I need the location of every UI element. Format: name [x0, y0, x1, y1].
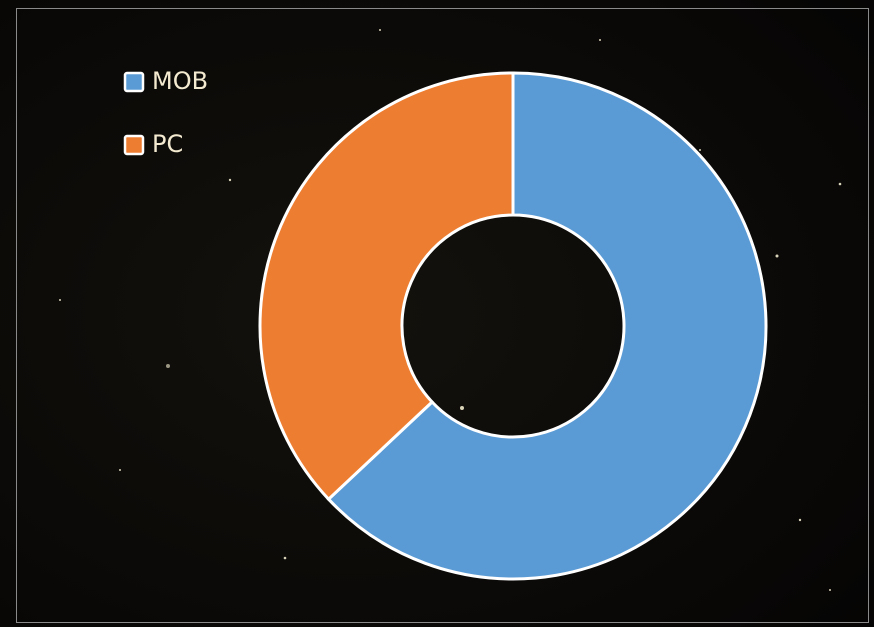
donut-segment	[258, 71, 515, 502]
stars	[59, 29, 842, 591]
chart-border	[16, 8, 869, 623]
donut-segment	[326, 71, 768, 581]
legend-label: PC	[152, 130, 183, 158]
legend-swatch	[123, 71, 145, 93]
legend-swatch	[123, 134, 145, 156]
legend-label: MOB	[152, 67, 208, 95]
